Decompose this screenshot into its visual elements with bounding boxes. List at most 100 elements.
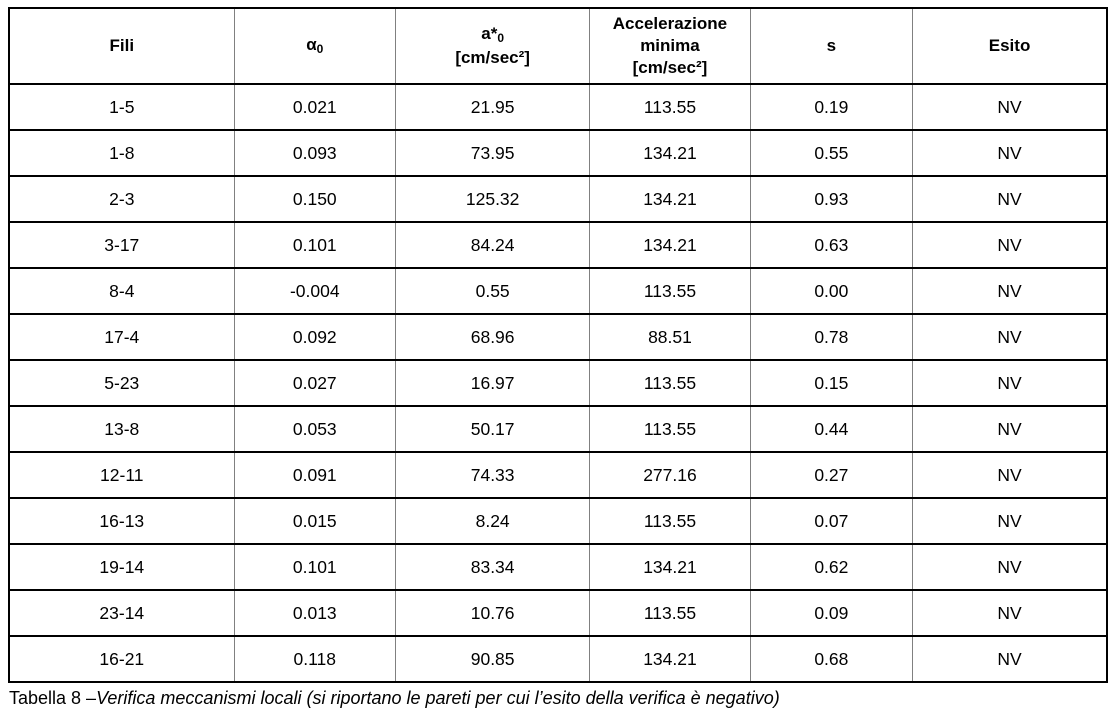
table-cell: 113.55	[589, 83, 751, 131]
table-cell: 23-14	[8, 589, 235, 637]
table-cell: 88.51	[589, 313, 751, 361]
table-cell: 90.85	[394, 635, 591, 683]
table-cell: 0.55	[394, 267, 591, 315]
table-cell: NV	[912, 129, 1108, 177]
table-cell: 134.21	[589, 635, 751, 683]
table-cell: 0.021	[233, 83, 396, 131]
table-cell: -0.004	[233, 267, 396, 315]
table-row: 2-3 0.150 125.32 134.21 0.93 NV	[8, 175, 1108, 223]
table-cell: 0.55	[749, 129, 914, 177]
header-a-star-symbol: a*	[481, 24, 498, 44]
table-cell: 0.63	[749, 221, 914, 269]
header-esito: Esito	[912, 7, 1108, 85]
header-s: s	[749, 7, 914, 85]
page: Fili α0 a*0 [cm/sec²] Accelerazione mini…	[8, 7, 1108, 710]
table-cell: 0.15	[749, 359, 914, 407]
table-row: 12-11 0.091 74.33 277.16 0.27 NV	[8, 451, 1108, 499]
table-cell: 0.092	[233, 313, 396, 361]
table-cell: 0.07	[749, 497, 914, 545]
table-cell: 125.32	[394, 175, 591, 223]
table-cell: 8-4	[8, 267, 235, 315]
caption-text: Verifica meccanismi locali (si riportano…	[96, 688, 780, 708]
table-cell: 0.101	[233, 221, 396, 269]
table-cell: 0.27	[749, 451, 914, 499]
table-cell: 19-14	[8, 543, 235, 591]
table-cell: 1-8	[8, 129, 235, 177]
table-cell: 134.21	[589, 221, 751, 269]
table-cell: 13-8	[8, 405, 235, 453]
header-s-label: s	[826, 35, 837, 55]
header-fili-label: Fili	[109, 35, 135, 55]
table-caption: Tabella 8 –Verifica meccanismi locali (s…	[9, 688, 1108, 710]
table-cell: NV	[912, 175, 1108, 223]
header-accel-line1: Accelerazione	[612, 13, 728, 33]
table-cell: NV	[912, 543, 1108, 591]
table-cell: 134.21	[589, 543, 751, 591]
table-row: 1-8 0.093 73.95 134.21 0.55 NV	[8, 129, 1108, 177]
table-cell: 0.118	[233, 635, 396, 683]
header-accel-line2: minima	[640, 35, 700, 55]
header-esito-label: Esito	[988, 35, 1031, 55]
table-cell: 113.55	[589, 589, 751, 637]
table-cell: 0.62	[749, 543, 914, 591]
header-accelerazione-minima: Accelerazione minima [cm/sec²]	[589, 7, 751, 85]
table-cell: 12-11	[8, 451, 235, 499]
table-cell: 113.55	[589, 267, 751, 315]
table-row: 5-23 0.027 16.97 113.55 0.15 NV	[8, 359, 1108, 407]
table-cell: 134.21	[589, 175, 751, 223]
table-cell: 8.24	[394, 497, 591, 545]
table-cell: 83.34	[394, 543, 591, 591]
table-cell: NV	[912, 359, 1108, 407]
table-cell: NV	[912, 405, 1108, 453]
table-cell: 0.68	[749, 635, 914, 683]
table-cell: 277.16	[589, 451, 751, 499]
table-cell: 0.19	[749, 83, 914, 131]
table-row: 19-14 0.101 83.34 134.21 0.62 NV	[8, 543, 1108, 591]
caption-prefix: Tabella 8 –	[9, 688, 97, 708]
header-row: Fili α0 a*0 [cm/sec²] Accelerazione mini…	[8, 7, 1108, 85]
table-body: 1-5 0.021 21.95 113.55 0.19 NV 1-8 0.093 73.95 13…	[8, 83, 1108, 683]
table-cell: 74.33	[394, 451, 591, 499]
table-cell: 0.101	[233, 543, 396, 591]
table-cell: 10.76	[394, 589, 591, 637]
table-row: 1-5 0.021 21.95 113.55 0.19 NV	[8, 83, 1108, 131]
table-cell: NV	[912, 221, 1108, 269]
table-row: 13-8 0.053 50.17 113.55 0.44 NV	[8, 405, 1108, 453]
table-cell: 0.09	[749, 589, 914, 637]
header-a-star-unit: [cm/sec²]	[455, 47, 530, 67]
table-cell: 2-3	[8, 175, 235, 223]
header-a-star-0: a*0 [cm/sec²]	[394, 7, 591, 85]
table-cell: 113.55	[589, 359, 751, 407]
table-cell: 0.027	[233, 359, 396, 407]
table-cell: NV	[912, 267, 1108, 315]
table-row: 17-4 0.092 68.96 88.51 0.78 NV	[8, 313, 1108, 361]
table-row: 8-4 -0.004 0.55 113.55 0.00 NV	[8, 267, 1108, 315]
header-a-star-subscript: 0	[497, 31, 505, 46]
table-cell: 134.21	[589, 129, 751, 177]
table-cell: 0.00	[749, 267, 914, 315]
table-cell: 0.013	[233, 589, 396, 637]
verification-table: Fili α0 a*0 [cm/sec²] Accelerazione mini…	[8, 7, 1108, 683]
table-cell: NV	[912, 589, 1108, 637]
table-cell: 17-4	[8, 313, 235, 361]
table-cell: 16-13	[8, 497, 235, 545]
table-cell: 0.44	[749, 405, 914, 453]
table-cell: 0.78	[749, 313, 914, 361]
table-cell: NV	[912, 497, 1108, 545]
header-fili: Fili	[8, 7, 235, 85]
header-accel-unit: [cm/sec²]	[632, 58, 708, 78]
table-cell: 0.053	[233, 405, 396, 453]
table-row: 23-14 0.013 10.76 113.55 0.09 NV	[8, 589, 1108, 637]
table-header: Fili α0 a*0 [cm/sec²] Accelerazione mini…	[8, 7, 1108, 85]
table-row: 16-13 0.015 8.24 113.55 0.07 NV	[8, 497, 1108, 545]
table-cell: 16.97	[394, 359, 591, 407]
table-cell: NV	[912, 451, 1108, 499]
table-cell: 113.55	[589, 497, 751, 545]
header-alpha0: α0	[233, 7, 396, 85]
table-cell: 3-17	[8, 221, 235, 269]
table-cell: 16-21	[8, 635, 235, 683]
table-cell: NV	[912, 83, 1108, 131]
header-alpha-subscript: 0	[316, 42, 324, 57]
table-cell: 113.55	[589, 405, 751, 453]
table-cell: 0.150	[233, 175, 396, 223]
